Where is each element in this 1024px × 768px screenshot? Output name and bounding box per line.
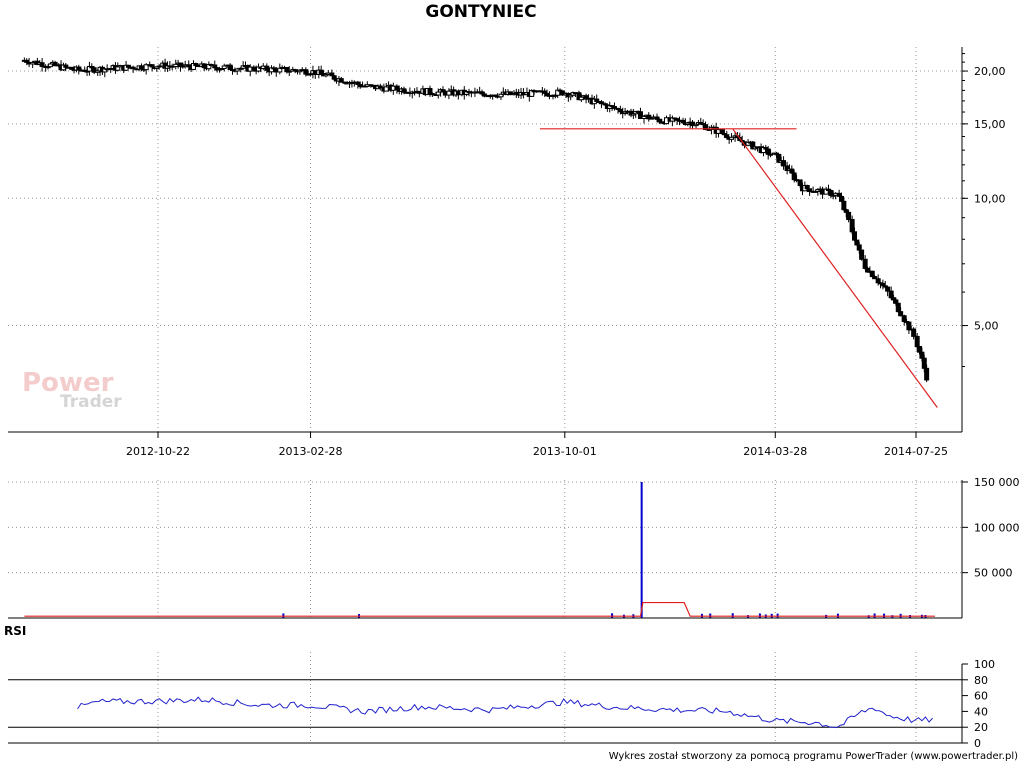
candle-body — [791, 172, 797, 181]
candle-body — [781, 160, 787, 167]
candle-body — [789, 168, 795, 174]
price-y-tick-label: 10,00 — [974, 192, 1006, 205]
watermark-line1: Power — [22, 368, 114, 398]
candle-body — [143, 64, 149, 71]
grid-layer — [8, 47, 962, 743]
candle-body — [839, 195, 845, 202]
candle-body — [898, 311, 904, 317]
candle-body — [264, 65, 270, 71]
candle-body — [797, 179, 803, 186]
candle-body — [401, 88, 407, 93]
candle-body — [807, 188, 813, 193]
volume-average-line — [24, 601, 935, 617]
candle-body — [893, 299, 899, 304]
x-tick-label: 2013-02-28 — [279, 445, 343, 458]
footer-credit: Wykres został stworzony za pomocą progra… — [608, 751, 1018, 762]
candle-body — [914, 335, 920, 348]
rsi-label: RSI — [4, 624, 27, 638]
candle-body — [234, 68, 240, 72]
x-tick-label: 2014-07-25 — [884, 445, 948, 458]
watermark-line2: Trader — [60, 392, 122, 412]
candle-body — [338, 78, 344, 83]
candle-body — [703, 124, 709, 130]
volume-y-tick-label: 50 000 — [974, 567, 1013, 580]
candle-body — [427, 87, 433, 95]
candle-body — [885, 286, 891, 292]
candle-body — [729, 136, 735, 140]
price-y-tick-label: 15,00 — [974, 118, 1006, 131]
candle-body — [856, 244, 862, 251]
rsi-y-tick-label: 80 — [974, 674, 988, 687]
candle-body — [559, 90, 565, 96]
candle-body — [156, 65, 162, 68]
trend-line — [732, 128, 938, 408]
chart-title: GONTYNIEC — [425, 2, 537, 22]
axis-layer: 2012-10-22 2013-02-28 2013-10-01 2014-03-28… — [8, 47, 1020, 750]
candle-body — [221, 65, 227, 70]
rsi-line — [77, 696, 933, 729]
candle-body — [917, 346, 923, 353]
candle-body — [841, 200, 847, 211]
candle-body — [39, 62, 45, 67]
candle-body — [115, 66, 121, 71]
candle-body — [227, 64, 233, 71]
candle-body — [91, 67, 97, 73]
candle-body — [383, 86, 389, 92]
x-tick-label: 2014-03-28 — [743, 445, 807, 458]
candle-body — [52, 61, 58, 67]
powertrader-watermark: Power Trader — [22, 368, 122, 412]
candle-body — [765, 148, 771, 155]
candle-body — [719, 129, 725, 134]
candle-body — [924, 367, 930, 381]
candle-body — [846, 211, 852, 220]
candle-body — [598, 101, 604, 105]
price-panel — [21, 57, 938, 408]
candle-body — [849, 218, 855, 233]
candle-body — [303, 69, 309, 75]
candle-body — [869, 270, 875, 278]
candle-body — [852, 231, 858, 241]
candle-body — [481, 93, 487, 97]
candle-body — [130, 66, 136, 70]
x-tick-label: 2012-10-22 — [126, 445, 190, 458]
rsi-y-tick-label: 60 — [974, 690, 988, 703]
candle-body — [377, 85, 383, 89]
candle-body — [201, 63, 207, 69]
candle-body — [331, 75, 337, 80]
candle-body — [854, 239, 860, 246]
rsi-panel — [8, 679, 962, 729]
candle-body — [875, 278, 881, 284]
candle-body — [901, 315, 907, 322]
candle-body — [919, 351, 925, 359]
volume-panel — [24, 482, 935, 618]
candle-body — [318, 69, 324, 75]
candle-body — [394, 85, 400, 91]
candle-body — [921, 357, 927, 369]
x-tick-label: 2013-10-01 — [533, 445, 597, 458]
price-y-tick-label: 5,00 — [974, 320, 999, 333]
volume-y-tick-label: 100 000 — [974, 521, 1020, 534]
candle-body — [859, 249, 865, 260]
candle-body — [862, 258, 868, 269]
candle-body — [637, 111, 643, 120]
rsi-y-tick-label: 0 — [974, 737, 981, 750]
candle-body — [446, 90, 452, 96]
rsi-y-tick-label: 40 — [974, 705, 988, 718]
volume-y-tick-label: 150 000 — [974, 476, 1020, 489]
candle-body — [895, 302, 901, 313]
rsi-y-tick-label: 100 — [974, 658, 995, 671]
candle-body — [888, 290, 894, 299]
candle-body — [872, 276, 878, 280]
price-y-tick-label: 20,00 — [974, 65, 1006, 78]
rsi-y-tick-label: 20 — [974, 721, 988, 734]
candle-body — [611, 106, 617, 110]
candle-body — [911, 328, 917, 337]
